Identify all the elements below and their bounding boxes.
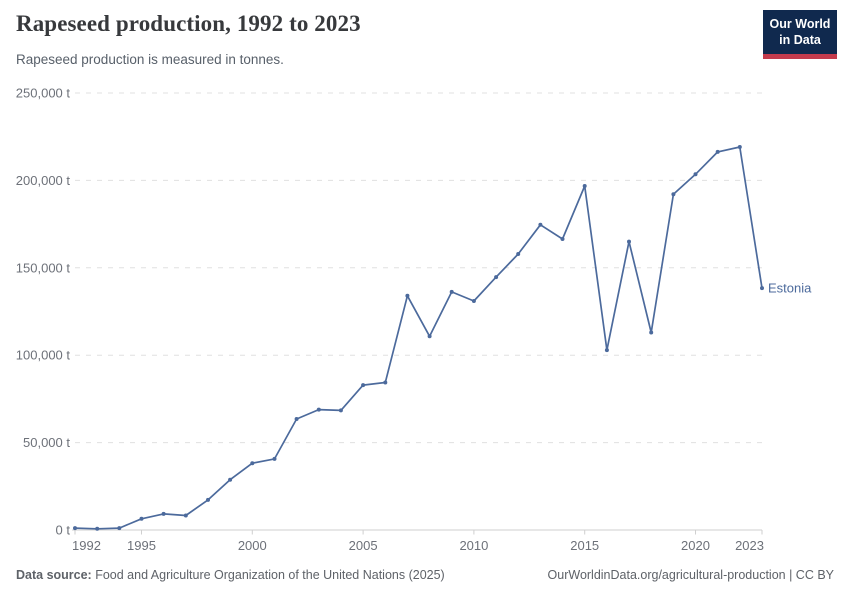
data-point[interactable]: [73, 526, 77, 531]
y-tick-label: 150,000 t: [16, 260, 71, 275]
data-point[interactable]: [427, 334, 432, 339]
data-point[interactable]: [582, 184, 587, 188]
data-point[interactable]: [649, 330, 654, 335]
chart-subtitle: Rapeseed production is measured in tonne…: [16, 52, 284, 67]
data-point[interactable]: [139, 516, 144, 521]
y-tick-label: 50,000 t: [23, 435, 70, 450]
data-point[interactable]: [671, 192, 676, 197]
data-source-label: Data source:: [16, 568, 92, 582]
page-title: Rapeseed production, 1992 to 2023: [16, 11, 361, 36]
data-point[interactable]: [715, 149, 720, 154]
data-point[interactable]: [250, 461, 255, 466]
data-point[interactable]: [338, 408, 343, 413]
data-point[interactable]: [449, 289, 454, 294]
data-point[interactable]: [538, 222, 543, 227]
data-point[interactable]: [228, 477, 233, 482]
data-point[interactable]: [383, 380, 388, 385]
x-tick-label: 2000: [238, 538, 267, 553]
x-tick-label: 2015: [570, 538, 599, 553]
data-source-value: Food and Agriculture Organization of the…: [91, 568, 445, 582]
y-tick-label: 200,000 t: [16, 173, 71, 188]
data-point[interactable]: [183, 513, 188, 518]
data-point[interactable]: [206, 497, 210, 502]
owid-logo-line2: in Data: [779, 32, 821, 47]
data-point[interactable]: [760, 286, 764, 291]
owid-logo-accent-bar: [763, 54, 837, 60]
x-tick-label: 1992: [72, 538, 101, 553]
data-point[interactable]: [560, 237, 565, 241]
x-tick-label: 2005: [349, 538, 378, 553]
y-tick-label: 100,000 t: [16, 348, 71, 363]
data-point[interactable]: [95, 526, 100, 531]
data-point[interactable]: [294, 417, 299, 421]
x-tick-label: 1995: [127, 538, 156, 553]
data-point[interactable]: [627, 239, 631, 244]
data-point[interactable]: [117, 526, 122, 531]
data-point[interactable]: [316, 407, 321, 412]
data-point[interactable]: [494, 275, 499, 280]
x-tick-label: 2020: [681, 538, 710, 553]
y-tick-label: 0 t: [56, 523, 71, 538]
credit-link[interactable]: OurWorldinData.org/agricultural-producti…: [547, 568, 834, 582]
data-point[interactable]: [361, 383, 366, 388]
data-point[interactable]: [405, 293, 410, 298]
y-tick-label: 250,000 t: [16, 86, 71, 101]
data-point[interactable]: [516, 252, 521, 256]
data-point[interactable]: [693, 172, 698, 177]
owid-logo-text: Our World in Data: [763, 10, 837, 55]
series-line[interactable]: [74, 146, 763, 530]
data-source: Data source: Food and Agriculture Organi…: [16, 568, 445, 582]
data-point[interactable]: [161, 511, 166, 516]
owid-logo-line1: Our World: [769, 17, 831, 31]
series-label[interactable]: Estonia: [768, 281, 812, 296]
data-point[interactable]: [471, 299, 476, 303]
chart-footer: Data source: Food and Agriculture Organi…: [16, 568, 834, 582]
data-point[interactable]: [737, 145, 742, 149]
data-point[interactable]: [604, 348, 609, 353]
x-tick-label: 2010: [459, 538, 488, 553]
x-tick-label: 2023: [735, 538, 764, 553]
data-point[interactable]: [272, 456, 277, 461]
owid-logo[interactable]: Our World in Data: [763, 10, 837, 60]
